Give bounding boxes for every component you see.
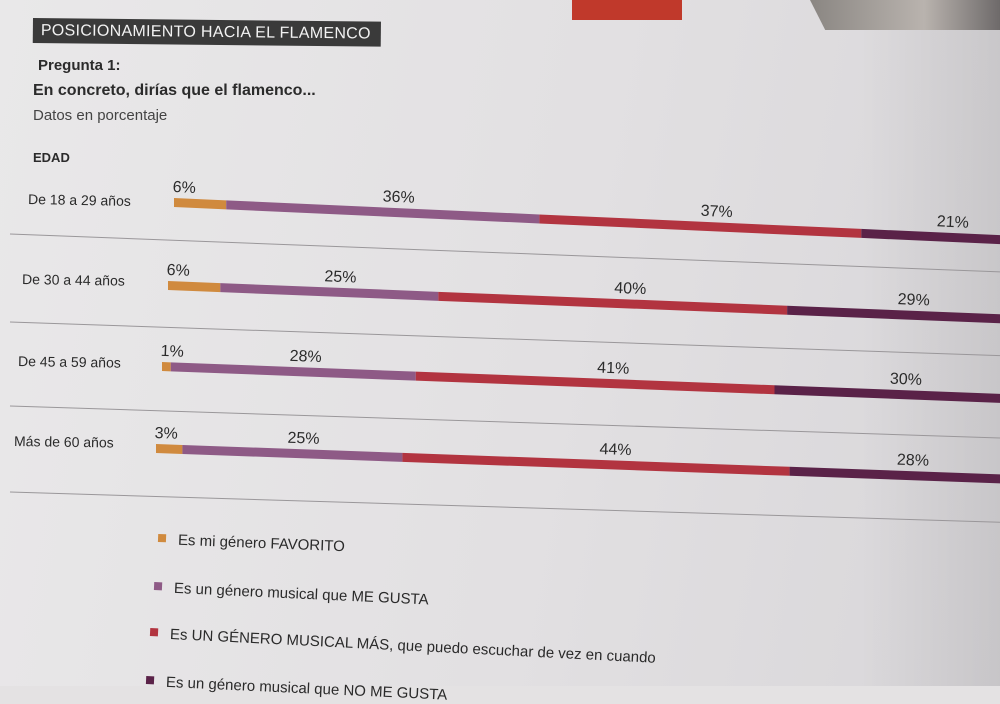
bar-row: Más de 60 años 3% 25% 44% 28% <box>10 425 1000 522</box>
bar-segment <box>156 444 182 454</box>
bar-segment <box>220 283 438 301</box>
data-label: 30% <box>890 371 923 389</box>
data-label: 40% <box>614 280 647 298</box>
data-label: 28% <box>897 452 930 470</box>
data-label: 1% <box>160 343 184 361</box>
row-separator <box>10 234 1000 272</box>
bar-segment <box>174 198 226 209</box>
data-label: 36% <box>382 188 415 206</box>
data-label: 41% <box>597 360 630 378</box>
bar-row: De 30 a 44 años 6% 25% 40% 29% <box>10 262 1000 356</box>
category-label: De 30 a 44 años <box>22 271 125 289</box>
data-label: 44% <box>599 441 632 459</box>
row-separator <box>10 492 1000 522</box>
bar-row: De 45 a 59 años 1% 28% 41% 30% <box>10 343 1000 438</box>
bar-segment <box>787 306 1000 325</box>
data-label: 37% <box>700 203 733 221</box>
bar-segment <box>416 372 775 395</box>
data-label: 29% <box>897 291 930 309</box>
bar-segment <box>775 385 1000 404</box>
category-label: Más de 60 años <box>14 433 114 450</box>
bar-segment <box>171 362 416 380</box>
data-label: 25% <box>324 268 357 286</box>
bar-segment <box>790 467 1000 485</box>
bar-segment <box>162 362 171 371</box>
stacked-bar-chart: De 18 a 29 años 6% 36% 37% 21% De 30 a 44 año… <box>0 0 1000 686</box>
data-label: 3% <box>154 425 178 443</box>
legend-swatch <box>150 628 158 636</box>
data-label: 25% <box>287 430 320 448</box>
row-separator <box>10 322 1000 356</box>
bar-segment <box>182 445 402 462</box>
bar-row: De 18 a 29 años 6% 36% 37% 21% <box>10 179 1000 272</box>
legend-swatch <box>158 534 166 542</box>
category-label: De 18 a 29 años <box>28 191 131 209</box>
category-label: De 45 a 59 años <box>18 353 121 371</box>
data-label: 6% <box>172 179 196 197</box>
bar-segment <box>438 292 787 315</box>
data-label: 28% <box>289 348 322 366</box>
data-label: 6% <box>166 262 190 280</box>
bar-segment <box>861 229 1000 246</box>
legend-swatch <box>146 676 154 684</box>
legend-swatch <box>154 582 162 590</box>
bar-segment <box>168 281 220 292</box>
bar-segment <box>402 453 789 476</box>
data-label: 21% <box>936 213 969 231</box>
